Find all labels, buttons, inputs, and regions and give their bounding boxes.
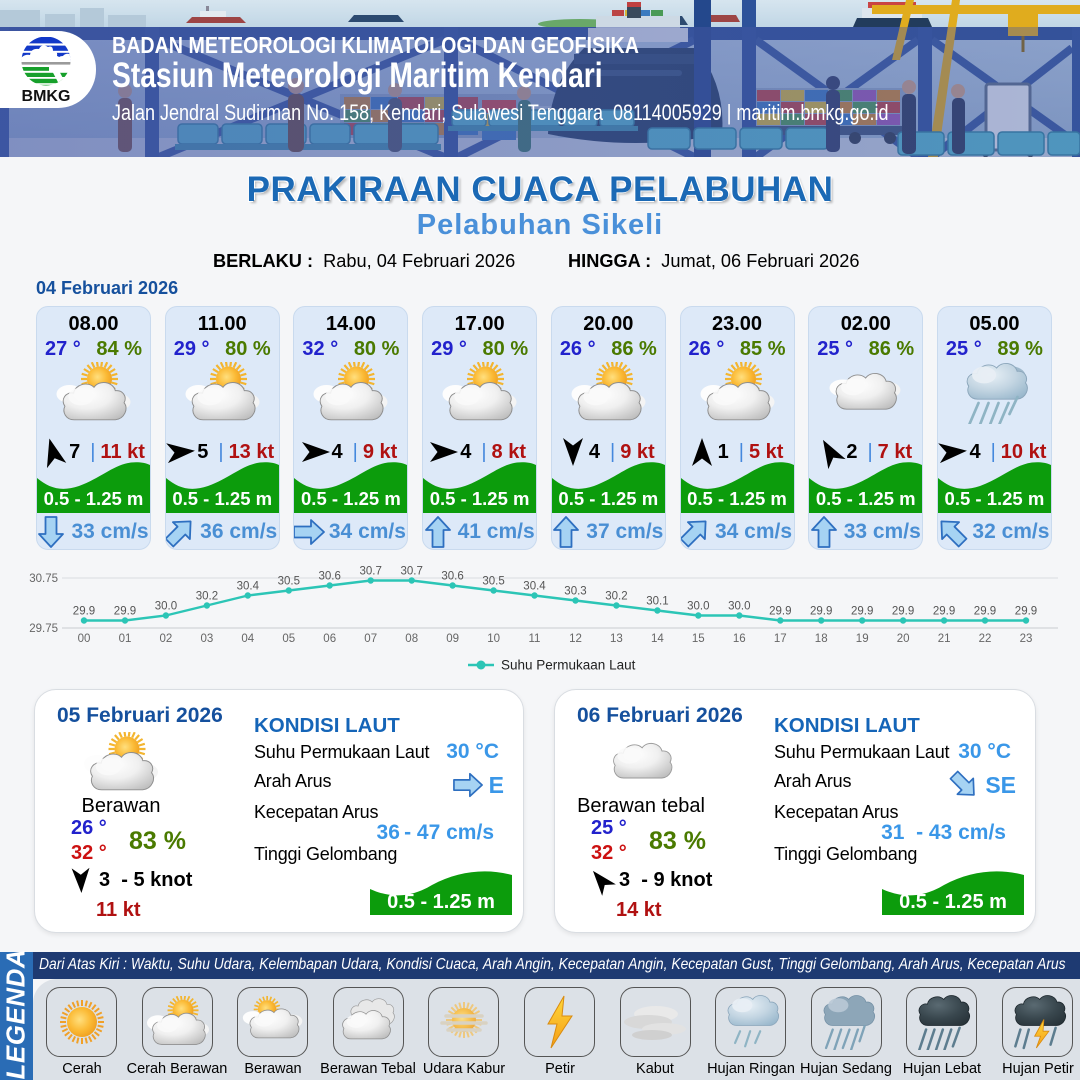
svg-text:03: 03 — [201, 633, 214, 645]
svg-text:10: 10 — [487, 633, 500, 645]
svg-text:29.9: 29.9 — [114, 606, 136, 618]
svg-text:29.9: 29.9 — [851, 606, 873, 618]
svg-text:04: 04 — [241, 633, 254, 645]
svg-text:30.7: 30.7 — [360, 566, 382, 578]
svg-text:22: 22 — [979, 633, 992, 645]
svg-text:21: 21 — [938, 633, 951, 645]
svg-text:16: 16 — [733, 633, 746, 645]
svg-text:29.9: 29.9 — [73, 606, 95, 618]
svg-text:06: 06 — [323, 633, 336, 645]
svg-text:30.2: 30.2 — [605, 591, 627, 603]
svg-text:29.9: 29.9 — [769, 606, 791, 618]
svg-text:30.0: 30.0 — [155, 601, 177, 613]
svg-text:29.9: 29.9 — [810, 606, 832, 618]
svg-text:18: 18 — [815, 633, 828, 645]
svg-text:00: 00 — [78, 633, 91, 645]
svg-text:29.9: 29.9 — [1015, 606, 1037, 618]
svg-text:30.1: 30.1 — [646, 596, 668, 608]
svg-text:08: 08 — [405, 633, 418, 645]
svg-text:14: 14 — [651, 633, 664, 645]
svg-text:12: 12 — [569, 633, 582, 645]
svg-text:29.9: 29.9 — [933, 606, 955, 618]
svg-text:29.9: 29.9 — [892, 606, 914, 618]
svg-text:30.4: 30.4 — [237, 581, 260, 593]
svg-text:23: 23 — [1020, 633, 1033, 645]
svg-text:11: 11 — [529, 633, 541, 645]
svg-text:13: 13 — [610, 633, 623, 645]
svg-text:30.6: 30.6 — [319, 571, 341, 583]
svg-text:Suhu Permukaan Laut: Suhu Permukaan Laut — [501, 658, 636, 673]
svg-text:19: 19 — [856, 633, 869, 645]
svg-text:30.7: 30.7 — [401, 566, 423, 578]
svg-text:30.4: 30.4 — [523, 581, 546, 593]
svg-text:30.5: 30.5 — [482, 576, 504, 588]
svg-text:30.3: 30.3 — [564, 586, 586, 598]
svg-text:29.75: 29.75 — [29, 623, 58, 635]
svg-text:30.0: 30.0 — [728, 601, 750, 613]
svg-text:30.5: 30.5 — [278, 576, 300, 588]
svg-text:07: 07 — [364, 633, 377, 645]
svg-text:30.75: 30.75 — [29, 573, 58, 585]
svg-text:29.9: 29.9 — [974, 606, 996, 618]
svg-text:09: 09 — [446, 633, 459, 645]
svg-text:15: 15 — [692, 633, 705, 645]
svg-text:02: 02 — [160, 633, 173, 645]
svg-text:30.0: 30.0 — [687, 601, 709, 613]
svg-text:30.2: 30.2 — [196, 591, 218, 603]
svg-text:05: 05 — [282, 633, 295, 645]
svg-text:20: 20 — [897, 633, 910, 645]
svg-text:17: 17 — [774, 633, 787, 645]
svg-text:30.6: 30.6 — [441, 571, 463, 583]
svg-text:01: 01 — [119, 633, 132, 645]
